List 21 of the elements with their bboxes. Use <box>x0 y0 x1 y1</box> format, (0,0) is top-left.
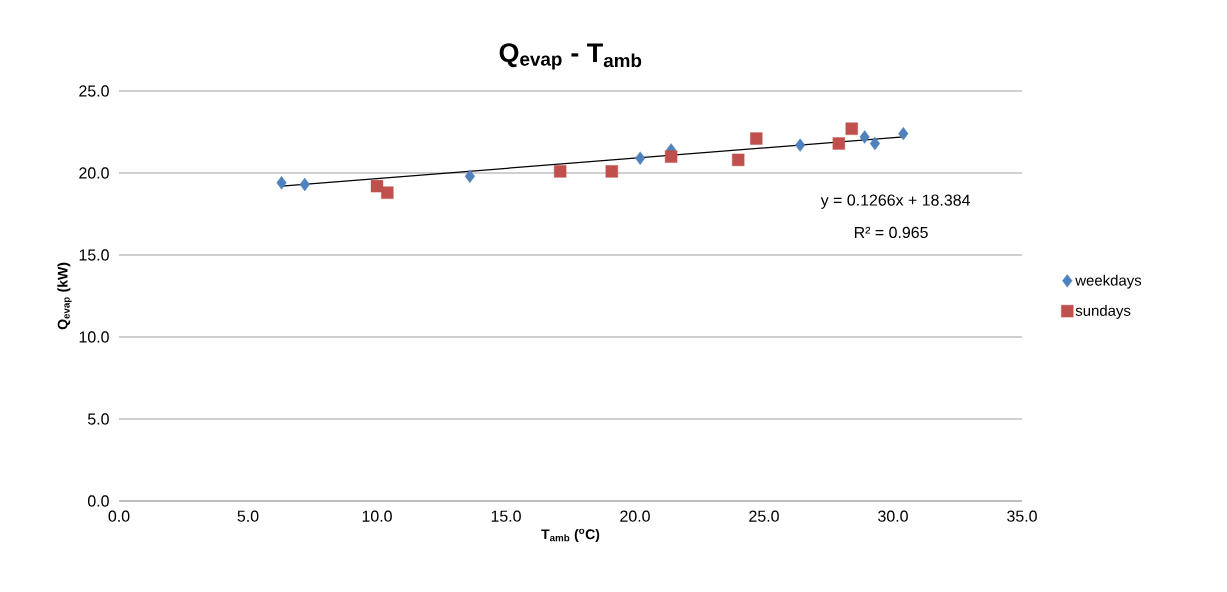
y-tick-label: 10.0 <box>79 331 109 343</box>
x-tick-label: 10.0 <box>362 510 392 522</box>
y-tick-label: 25.0 <box>79 85 109 97</box>
x-tick-label: 35.0 <box>1007 510 1037 522</box>
text: Q$_{evap}$ (kW) <box>57 262 72 330</box>
chart-title: Q$_{evap}$ - T$_{amb}$ <box>499 43 642 70</box>
x-tick-label: 20.0 <box>620 510 650 522</box>
y-tick-label: 15.0 <box>79 249 109 261</box>
y-tick-label: 20.0 <box>79 167 109 179</box>
legend-label: weekdays <box>1075 274 1142 289</box>
y-tick-label: 0.0 <box>87 495 109 507</box>
x-tick-label: 0.0 <box>108 510 130 522</box>
x-tick-label: 25.0 <box>749 510 779 522</box>
annotation: R² = 0.965 <box>854 226 928 239</box>
y-tick-label: 5.0 <box>87 413 109 425</box>
x-tick-label: 30.0 <box>878 510 908 522</box>
legend-label: sundays <box>1075 304 1131 319</box>
text: T$_{amb}$ ($^{o}$C) <box>541 528 600 542</box>
annotation: y = 0.1266x + 18.384 <box>820 194 970 209</box>
x-tick-label: 5.0 <box>237 510 259 522</box>
x-tick-label: 15.0 <box>491 510 521 522</box>
